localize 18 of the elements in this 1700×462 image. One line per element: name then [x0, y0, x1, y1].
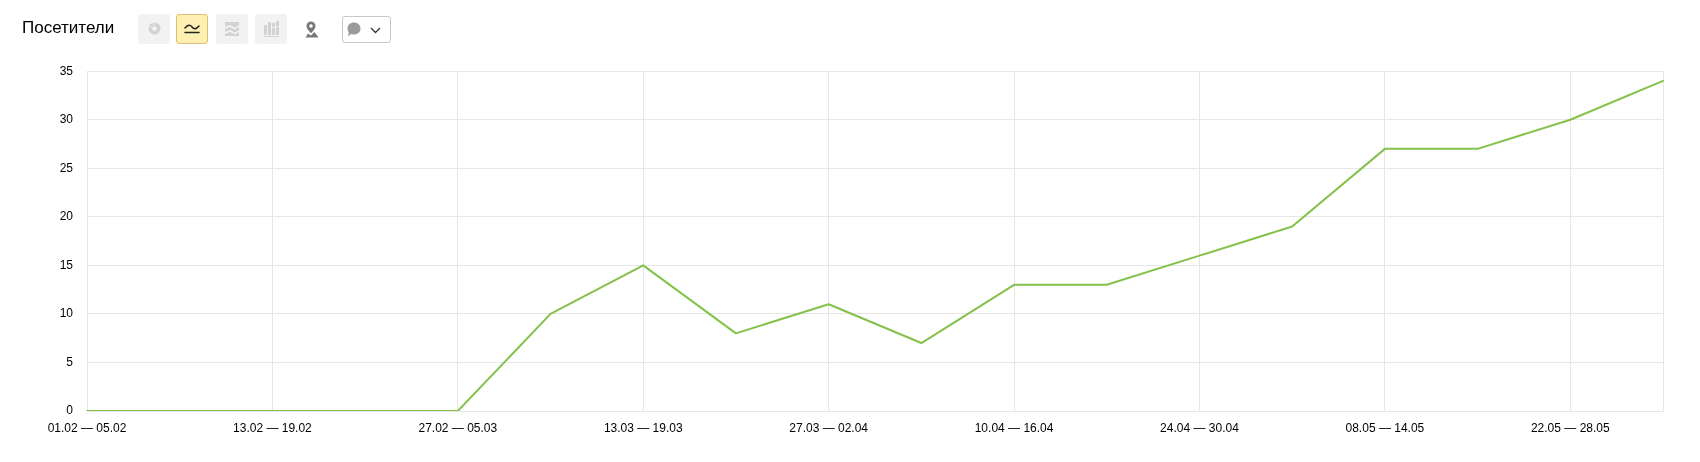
- x-tick-label: 24.04 — 30.04: [1160, 420, 1240, 435]
- x-tick-label: 27.02 — 05.03: [418, 420, 498, 435]
- chart-title: Посетители: [22, 17, 115, 39]
- x-tick-label: 10.04 — 16.04: [974, 420, 1054, 435]
- x-tick-label: 01.02 — 05.02: [47, 420, 127, 435]
- y-tick-label: 10: [59, 306, 74, 321]
- y-tick-label: 15: [59, 257, 74, 272]
- y-tick-label: 35: [59, 63, 74, 78]
- x-tick-label: 13.02 — 19.02: [233, 420, 313, 435]
- x-tick-label: 22.05 — 28.05: [1530, 420, 1610, 435]
- x-tick-label: 13.03 — 19.03: [603, 420, 683, 435]
- y-tick-label: 5: [66, 354, 74, 369]
- y-tick-label: 25: [59, 160, 74, 175]
- y-tick-label: 0: [66, 403, 74, 418]
- y-tick-label: 30: [59, 112, 74, 127]
- x-tick-label: 08.05 — 14.05: [1345, 420, 1425, 435]
- x-tick-label: 27.03 — 02.04: [789, 420, 869, 435]
- y-tick-label: 20: [59, 209, 74, 224]
